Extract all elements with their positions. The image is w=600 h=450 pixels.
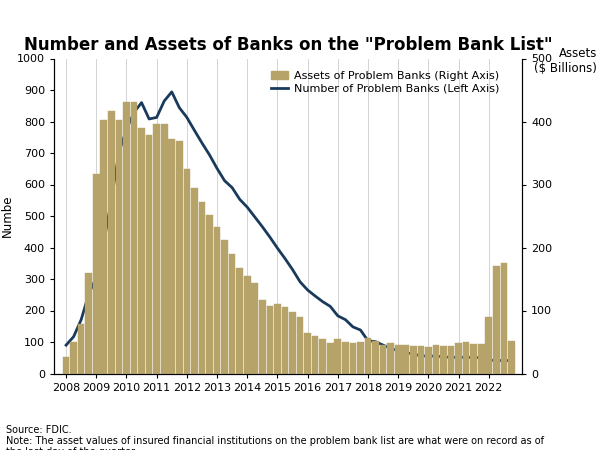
Bar: [403, 345, 409, 373]
Bar: [281, 307, 289, 374]
Bar: [191, 188, 198, 374]
Bar: [63, 357, 70, 374]
Bar: [304, 333, 311, 374]
Bar: [154, 124, 160, 374]
Bar: [478, 344, 485, 374]
Bar: [93, 175, 100, 374]
Bar: [244, 276, 251, 374]
Bar: [448, 346, 454, 374]
Bar: [350, 343, 356, 374]
Legend: Assets of Problem Banks (Right Axis), Number of Problem Banks (Left Axis): Assets of Problem Banks (Right Axis), Nu…: [268, 67, 502, 97]
Bar: [410, 346, 416, 374]
Bar: [161, 124, 167, 374]
Bar: [380, 345, 386, 373]
Bar: [229, 254, 235, 374]
Bar: [199, 202, 205, 374]
Bar: [251, 283, 258, 374]
Bar: [395, 345, 401, 373]
Bar: [131, 102, 137, 374]
Bar: [146, 135, 152, 373]
Bar: [221, 240, 228, 374]
Bar: [123, 102, 130, 374]
Bar: [176, 141, 182, 373]
Bar: [388, 343, 394, 374]
Bar: [425, 347, 432, 373]
Bar: [85, 273, 92, 374]
Bar: [138, 128, 145, 374]
Bar: [259, 301, 266, 374]
Bar: [297, 317, 304, 373]
Text: Assets
($ Billions): Assets ($ Billions): [534, 47, 597, 75]
Y-axis label: Numbe: Numbe: [1, 195, 14, 237]
Bar: [116, 120, 122, 374]
Bar: [470, 344, 477, 374]
Bar: [184, 169, 190, 374]
Bar: [70, 342, 77, 374]
Bar: [440, 346, 447, 374]
Bar: [236, 268, 243, 374]
Bar: [169, 139, 175, 374]
Bar: [100, 120, 107, 374]
Bar: [334, 339, 341, 374]
Bar: [266, 306, 273, 373]
Bar: [289, 312, 296, 373]
Bar: [206, 215, 213, 374]
Bar: [433, 345, 439, 373]
Bar: [372, 341, 379, 373]
Bar: [274, 304, 281, 374]
Bar: [357, 342, 364, 374]
Title: Number and Assets of Banks on the "Problem Bank List": Number and Assets of Banks on the "Probl…: [23, 36, 553, 54]
Bar: [508, 342, 515, 374]
Text: Source: FDIC.: Source: FDIC.: [6, 425, 71, 435]
Bar: [493, 266, 500, 374]
Bar: [312, 336, 319, 374]
Bar: [365, 338, 371, 373]
Bar: [455, 343, 462, 374]
Bar: [418, 346, 424, 374]
Bar: [108, 112, 115, 374]
Bar: [342, 342, 349, 374]
Bar: [463, 342, 469, 374]
Bar: [214, 227, 220, 374]
Bar: [485, 317, 492, 373]
Text: Note: The asset values of insured financial institutions on the problem bank lis: Note: The asset values of insured financ…: [6, 436, 544, 450]
Bar: [78, 324, 85, 374]
Bar: [500, 263, 507, 374]
Bar: [327, 343, 334, 374]
Bar: [319, 339, 326, 374]
